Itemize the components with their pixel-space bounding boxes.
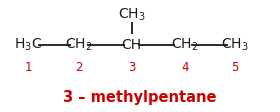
Text: CH$_3$: CH$_3$	[221, 37, 249, 53]
Text: 3: 3	[128, 61, 135, 74]
Text: CH$_2$: CH$_2$	[171, 37, 199, 53]
Text: CH: CH	[122, 38, 142, 52]
Text: CH$_3$: CH$_3$	[118, 6, 145, 23]
Text: 5: 5	[232, 61, 239, 74]
Text: 3 – methylpentane: 3 – methylpentane	[63, 90, 217, 105]
Text: 1: 1	[24, 61, 32, 74]
Text: 4: 4	[181, 61, 188, 74]
Text: 2: 2	[75, 61, 82, 74]
Text: CH$_2$: CH$_2$	[65, 37, 92, 53]
Text: H$_3$C: H$_3$C	[14, 37, 42, 53]
